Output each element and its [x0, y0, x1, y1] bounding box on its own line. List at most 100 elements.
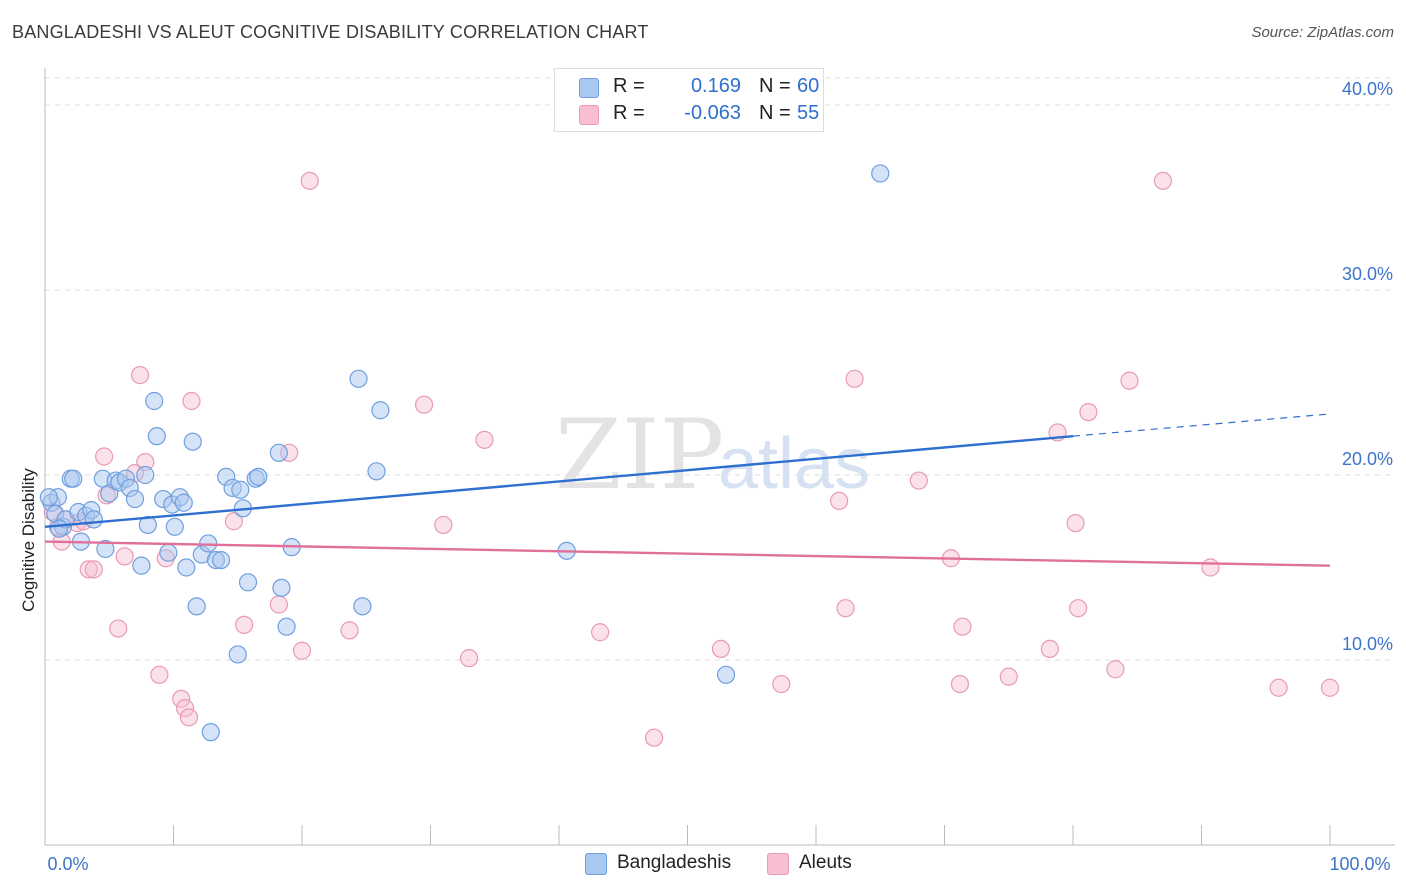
data-point-aleuts — [1040, 639, 1059, 659]
data-point-aleuts — [711, 639, 731, 659]
data-point-bangladeshis — [132, 556, 151, 575]
watermark: ZIP atlas — [555, 399, 870, 511]
data-point-bangladeshis — [159, 543, 178, 562]
data-point-bangladeshis — [871, 164, 890, 183]
data-point-bangladeshis — [138, 515, 157, 535]
data-point-bangladeshis — [64, 469, 83, 488]
data-point-bangladeshis — [125, 489, 145, 509]
data-point-bangladeshis — [371, 401, 390, 420]
data-point-aleuts — [644, 728, 664, 747]
trend-lines — [44, 413, 1331, 567]
data-point-aleuts — [1106, 660, 1125, 679]
data-point-aleuts — [830, 491, 849, 510]
data-point-bangladeshis — [147, 427, 166, 446]
data-point-bangladeshis — [277, 617, 296, 636]
data-point-aleuts — [1069, 599, 1088, 618]
y-tick-label: 30.0% — [1342, 264, 1393, 284]
data-point-aleuts — [1320, 678, 1340, 697]
data-point-aleuts — [150, 665, 169, 684]
gridlines — [45, 77, 1395, 661]
data-point-bangladeshis — [50, 519, 69, 538]
data-point-aleuts — [292, 641, 312, 660]
legend-r-label: R = — [613, 75, 645, 97]
y-tick-label: 40.0% — [1342, 79, 1393, 99]
data-point-aleuts — [845, 369, 864, 388]
data-point-aleuts — [591, 623, 610, 642]
data-point-aleuts — [235, 615, 254, 634]
bottom-legend-swatch-pink — [767, 853, 789, 875]
trend-line-bangladeshis-extension — [1072, 413, 1331, 437]
data-point-aleuts — [79, 560, 98, 579]
data-point-aleuts — [414, 395, 434, 414]
data-point-bangladeshis — [716, 665, 736, 684]
data-point-bangladeshis — [187, 597, 206, 616]
x-tick-label: 0.0% — [47, 854, 88, 874]
legend-n-value: 55 — [797, 102, 820, 124]
data-point-bangladeshis — [174, 493, 193, 512]
x-tick-label: 100.0% — [1329, 854, 1390, 874]
data-point-bangladeshis — [136, 465, 155, 485]
data-point-aleuts — [1120, 371, 1139, 390]
data-point-aleuts — [182, 391, 201, 411]
legend-n-label: N = — [759, 75, 791, 97]
data-point-aleuts — [179, 708, 199, 727]
data-point-bangladeshis — [145, 391, 164, 411]
data-point-bangladeshis — [231, 480, 250, 499]
data-point-bangladeshis — [211, 550, 231, 570]
data-point-bangladeshis — [367, 462, 386, 481]
data-point-bangladeshis — [84, 510, 103, 529]
data-point-aleuts — [1153, 171, 1173, 190]
legend-r-value: 0.169 — [690, 75, 741, 97]
data-point-bangladeshis — [249, 467, 268, 486]
data-point-bangladeshis — [349, 369, 368, 388]
legend-swatch-pink — [579, 105, 599, 125]
data-point-bangladeshis — [269, 443, 288, 462]
watermark-zip: ZIP — [555, 399, 724, 511]
data-point-bangladeshis — [177, 558, 196, 577]
data-point-aleuts — [475, 430, 494, 449]
legend-n-value: 60 — [797, 75, 820, 97]
data-point-aleuts — [836, 599, 855, 618]
data-point-bangladeshis — [39, 488, 58, 507]
data-point-bangladeshis — [201, 723, 220, 742]
chart-title: BANGLADESHI VS ALEUT COGNITIVE DISABILIT… — [12, 22, 649, 42]
data-point-aleuts — [953, 617, 972, 636]
bottom-legend-label: Bangladeshis — [617, 852, 732, 873]
data-point-aleuts — [1066, 513, 1085, 533]
y-tick-label: 10.0% — [1342, 634, 1393, 654]
data-point-aleuts — [172, 689, 191, 708]
legend-r-label: R = — [613, 102, 645, 124]
data-point-aleuts — [1079, 403, 1098, 422]
data-point-bangladeshis — [228, 645, 247, 664]
data-point-aleuts — [950, 674, 970, 694]
data-point-aleuts — [999, 667, 1018, 686]
data-point-aleuts — [109, 619, 128, 638]
data-point-bangladeshis — [272, 578, 291, 597]
data-point-aleuts — [909, 471, 928, 490]
data-point-bangladeshis — [353, 597, 372, 616]
data-point-aleuts — [115, 547, 134, 566]
bottom-legend-label: Aleuts — [799, 852, 852, 873]
legend-n-label: N = — [759, 102, 791, 124]
data-point-bangladeshis — [238, 573, 258, 592]
data-point-aleuts — [224, 512, 243, 531]
data-point-bangladeshis — [165, 517, 184, 536]
data-point-aleuts — [340, 621, 359, 640]
data-point-bangladeshis — [183, 432, 202, 451]
trend-line-aleuts — [44, 540, 1331, 567]
data-point-aleuts — [1269, 678, 1288, 697]
axes — [44, 68, 1395, 846]
data-point-aleuts — [459, 649, 479, 668]
legend: R = 0.169 N = 60 R = -0.063 N = 55 — [554, 68, 824, 132]
data-point-aleuts — [175, 698, 195, 718]
data-point-aleuts — [130, 366, 150, 385]
data-point-aleuts — [1201, 558, 1220, 577]
tick-labels: 10.0% 20.0% 30.0% 40.0% 0.0% 100.0% — [47, 79, 1393, 874]
data-point-aleuts — [84, 560, 103, 579]
data-point-aleuts — [300, 171, 319, 190]
data-point-bangladeshis — [96, 539, 115, 559]
legend-swatch-blue — [579, 78, 599, 98]
source-label: Source: ZipAtlas.com — [1251, 24, 1394, 41]
y-tick-label: 20.0% — [1342, 449, 1393, 469]
